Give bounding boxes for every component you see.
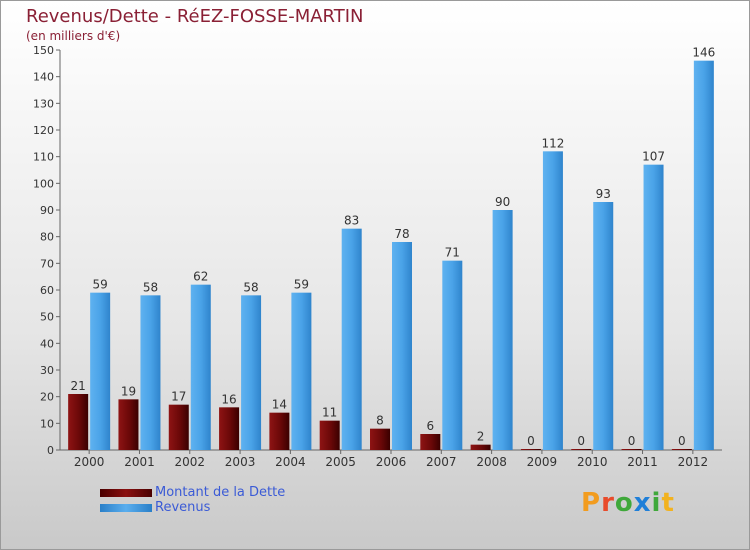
- x-tick-label-2012: 2012: [678, 455, 709, 469]
- data-label-revenue-2006: 78: [394, 227, 409, 241]
- x-tick-label-2010: 2010: [577, 455, 608, 469]
- data-label-revenue-2001: 58: [143, 280, 158, 294]
- y-tick-label: 150: [33, 44, 54, 57]
- data-label-debt-2000: 21: [71, 379, 86, 393]
- y-tick-label: 120: [33, 124, 54, 137]
- y-tick-label: 20: [40, 391, 54, 404]
- y-tick-label: 50: [40, 311, 54, 324]
- data-label-revenue-2008: 90: [495, 195, 510, 209]
- x-tick-label-2008: 2008: [476, 455, 507, 469]
- y-tick-label: 80: [40, 231, 54, 244]
- bar-debt-2005: [319, 420, 340, 450]
- bar-debt-2010: [571, 449, 592, 450]
- bar-revenue-2009: [542, 151, 563, 451]
- data-label-revenue-2012: 146: [692, 46, 715, 60]
- legend-label-debt: Montant de la Dette: [155, 485, 286, 500]
- y-tick-label: 130: [33, 97, 54, 110]
- x-tick-label-2009: 2009: [527, 455, 558, 469]
- data-label-debt-2004: 14: [272, 398, 287, 412]
- data-label-revenue-2004: 59: [294, 278, 309, 292]
- data-label-revenue-2002: 62: [193, 270, 208, 284]
- bar-debt-2012: [671, 449, 692, 450]
- x-tick-label-2002: 2002: [174, 455, 205, 469]
- bar-revenue-2004: [291, 292, 312, 450]
- data-label-debt-2011: 0: [628, 434, 636, 448]
- proxiti-logo: Proxit: [581, 488, 675, 518]
- x-tick-label-2007: 2007: [426, 455, 457, 469]
- bar-revenue-2010: [593, 202, 614, 450]
- y-tick-label: 100: [33, 177, 54, 190]
- data-label-revenue-2000: 59: [93, 278, 108, 292]
- data-label-revenue-2010: 93: [596, 187, 611, 201]
- data-label-revenue-2007: 71: [445, 246, 460, 260]
- y-tick-label: 140: [33, 71, 54, 84]
- x-tick-label-2001: 2001: [124, 455, 155, 469]
- y-tick-label: 110: [33, 151, 54, 164]
- chart-title: Revenus/Dette - RéEZ-FOSSE-MARTIN: [26, 6, 364, 27]
- data-label-debt-2010: 0: [577, 434, 585, 448]
- y-tick-label: 70: [40, 257, 54, 270]
- bar-revenue-2012: [693, 60, 714, 451]
- bar-debt-2003: [219, 407, 240, 450]
- data-label-debt-2006: 8: [376, 414, 384, 428]
- x-tick-label-2011: 2011: [627, 455, 658, 469]
- data-label-revenue-2011: 107: [642, 150, 665, 164]
- bar-revenue-2003: [241, 295, 262, 450]
- bar-revenue-2001: [140, 295, 161, 450]
- bar-revenue-2002: [190, 284, 211, 450]
- legend-swatch-debt: [100, 489, 152, 497]
- x-tick-label-2000: 2000: [74, 455, 105, 469]
- bar-debt-2008: [470, 444, 491, 450]
- legend-swatch-revenue: [100, 504, 152, 512]
- bar-revenue-2008: [492, 210, 513, 450]
- data-label-debt-2005: 11: [322, 406, 337, 420]
- data-label-debt-2008: 2: [477, 430, 485, 444]
- legend-label-revenue: Revenus: [155, 500, 211, 515]
- bar-debt-2004: [269, 412, 290, 450]
- bar-debt-2009: [520, 449, 541, 450]
- data-label-debt-2007: 6: [426, 419, 434, 433]
- bar-debt-2002: [168, 404, 189, 450]
- data-label-debt-2012: 0: [678, 434, 686, 448]
- data-label-debt-2002: 17: [171, 390, 186, 404]
- data-label-debt-2003: 16: [221, 392, 236, 406]
- y-tick-label: 0: [47, 444, 54, 457]
- data-label-revenue-2009: 112: [541, 136, 564, 150]
- bar-debt-2011: [621, 449, 642, 450]
- data-label-debt-2001: 19: [121, 384, 136, 398]
- x-tick-label-2004: 2004: [275, 455, 306, 469]
- data-label-revenue-2003: 58: [243, 280, 258, 294]
- bar-debt-2006: [370, 428, 390, 450]
- x-tick-label-2003: 2003: [225, 455, 256, 469]
- data-label-revenue-2005: 83: [344, 214, 359, 228]
- chart-subtitle: (en milliers d'€): [26, 29, 121, 43]
- y-tick-label: 60: [40, 284, 54, 297]
- bar-debt-2001: [118, 399, 139, 450]
- bar-revenue-2005: [341, 228, 362, 450]
- y-tick-label: 10: [40, 417, 54, 430]
- bar-revenue-2011: [643, 164, 664, 450]
- x-tick-label-2006: 2006: [376, 455, 407, 469]
- y-tick-label: 40: [40, 337, 54, 350]
- bar-revenue-2006: [392, 242, 412, 450]
- bar-debt-2000: [68, 394, 89, 450]
- y-tick-label: 90: [40, 204, 54, 217]
- bar-revenue-2007: [442, 260, 463, 450]
- x-tick-label-2005: 2005: [325, 455, 356, 469]
- y-tick-label: 30: [40, 364, 54, 377]
- bar-revenue-2000: [90, 292, 111, 450]
- bar-debt-2007: [420, 434, 441, 450]
- data-label-debt-2009: 0: [527, 434, 535, 448]
